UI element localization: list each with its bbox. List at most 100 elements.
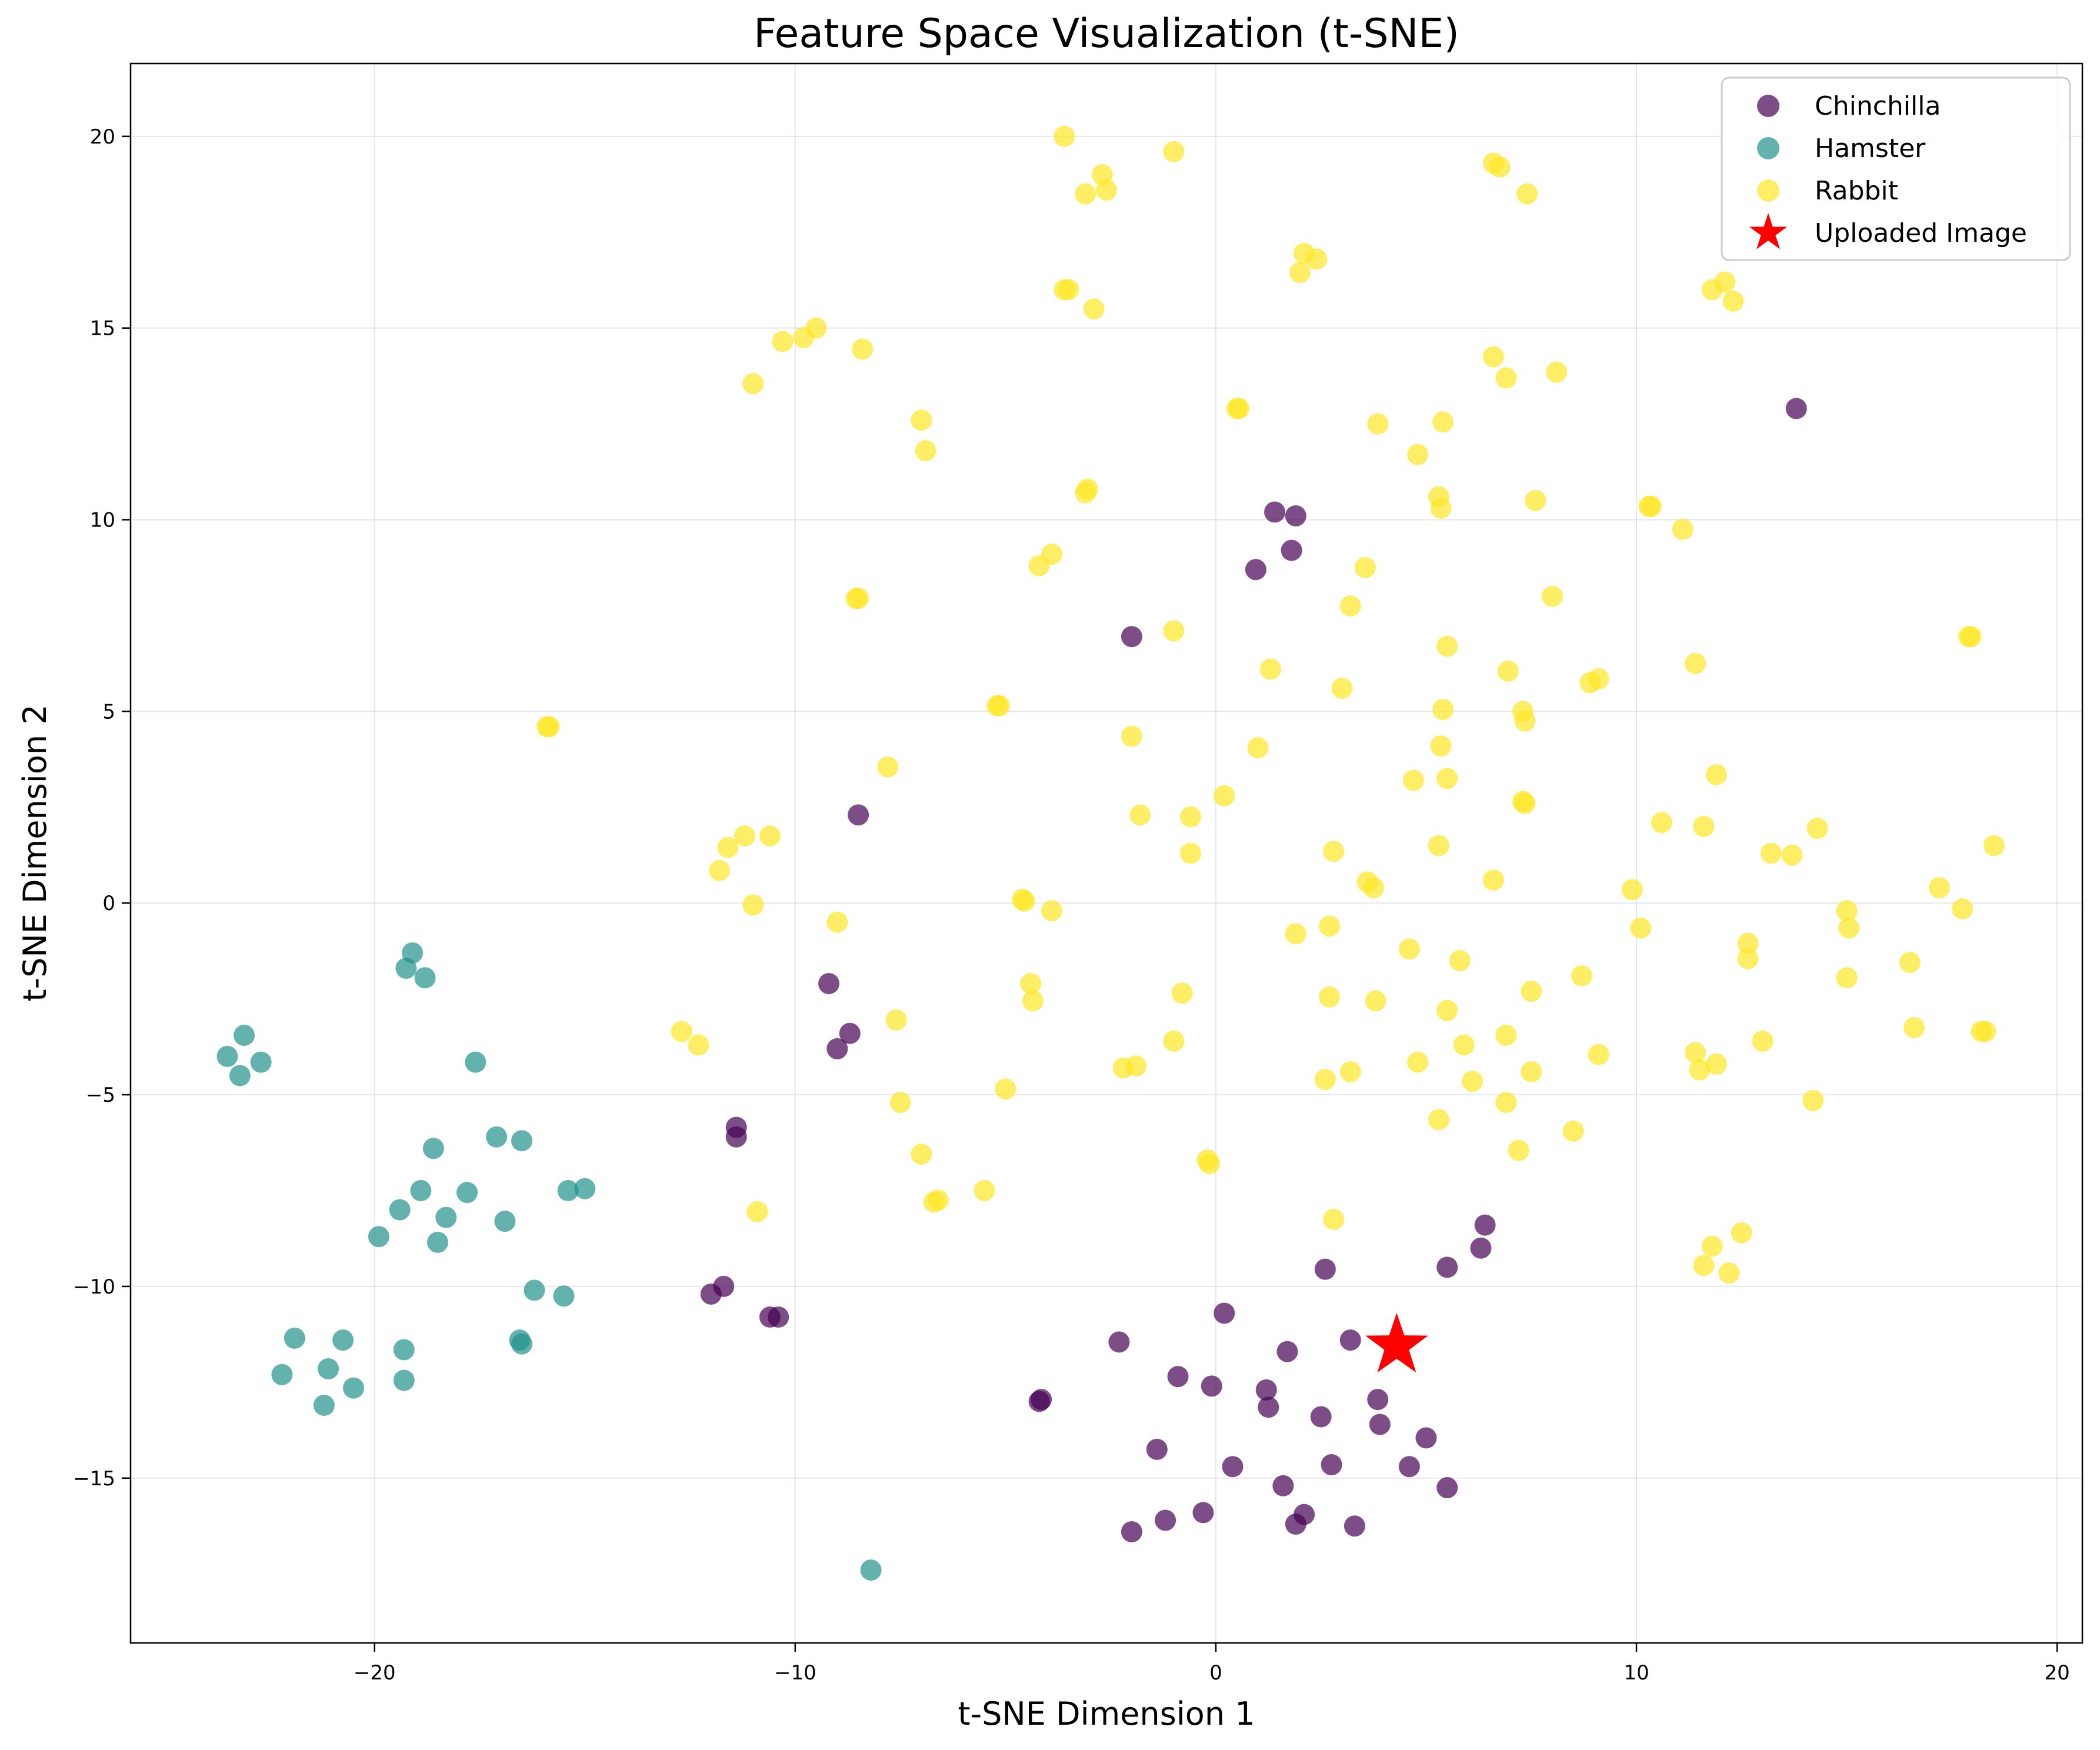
- data-point-rabbit: [915, 440, 936, 462]
- data-point-rabbit: [1365, 990, 1386, 1012]
- data-point-rabbit: [1588, 668, 1609, 689]
- data-point-rabbit: [1588, 1044, 1609, 1065]
- legend-label-hamster: Hamster: [1815, 134, 1926, 164]
- data-point-hamster: [465, 1051, 486, 1073]
- data-point-rabbit: [1516, 183, 1538, 205]
- data-point-rabbit: [1630, 917, 1652, 939]
- data-point-rabbit: [1714, 271, 1736, 293]
- data-point-rabbit: [1323, 1208, 1345, 1230]
- data-point-rabbit: [848, 588, 869, 609]
- data-point-rabbit: [1318, 915, 1340, 937]
- data-point-rabbit: [1495, 367, 1517, 389]
- y-tick-label: 5: [102, 700, 115, 724]
- data-point-rabbit: [1525, 489, 1546, 511]
- data-point-rabbit: [1541, 585, 1563, 607]
- data-point-rabbit: [742, 373, 764, 395]
- data-point-uploaded-image: [1365, 1312, 1428, 1373]
- data-point-rabbit: [1163, 620, 1185, 642]
- data-point-rabbit: [1354, 556, 1376, 578]
- data-point-hamster: [332, 1329, 354, 1351]
- data-point-chinchilla: [1344, 1515, 1365, 1537]
- data-point-rabbit: [911, 409, 932, 431]
- data-point-rabbit: [1083, 298, 1105, 320]
- data-point-rabbit: [1689, 1059, 1711, 1081]
- data-point-chinchilla: [1339, 1329, 1361, 1351]
- x-tick-label: −20: [354, 1661, 396, 1685]
- data-point-rabbit: [1899, 952, 1921, 974]
- data-point-chinchilla: [1245, 559, 1266, 581]
- data-point-rabbit: [1125, 1055, 1147, 1077]
- data-point-chinchilla: [839, 1022, 861, 1044]
- data-point-hamster: [860, 1559, 882, 1581]
- data-point-hamster: [368, 1226, 389, 1248]
- data-point-chinchilla: [1285, 1513, 1306, 1535]
- data-point-rabbit: [1096, 179, 1117, 201]
- data-point-hamster: [410, 1179, 432, 1201]
- data-point-rabbit: [746, 1201, 768, 1222]
- data-point-hamster: [216, 1045, 238, 1067]
- legend: Chinchilla Hamster Rabbit Uploaded Image: [1721, 76, 2071, 261]
- data-point-rabbit: [1449, 949, 1471, 971]
- data-point-rabbit: [1214, 785, 1235, 806]
- data-point-rabbit: [538, 716, 560, 738]
- data-point-hamster: [313, 1394, 335, 1416]
- data-point-rabbit: [1975, 1021, 1996, 1042]
- data-point-chinchilla: [1031, 1389, 1052, 1411]
- data-point-rabbit: [1562, 1120, 1584, 1142]
- data-point-rabbit: [1314, 1069, 1336, 1091]
- data-point-chinchilla: [1436, 1477, 1458, 1499]
- data-point-chinchilla: [1121, 626, 1142, 648]
- data-point-rabbit: [1430, 735, 1452, 757]
- data-point-hamster: [422, 1138, 444, 1159]
- data-point-rabbit: [1054, 125, 1075, 147]
- data-point-rabbit: [1482, 869, 1504, 891]
- data-point-rabbit: [1129, 804, 1151, 826]
- data-point-chinchilla: [1398, 1456, 1420, 1478]
- data-point-rabbit: [826, 911, 848, 933]
- data-point-hamster: [456, 1182, 478, 1204]
- x-tick-label: 20: [2044, 1661, 2069, 1685]
- legend-label-rabbit: Rabbit: [1815, 176, 1898, 206]
- data-point-hamster: [395, 958, 417, 979]
- data-point-rabbit: [1836, 900, 1858, 922]
- data-point-hamster: [342, 1377, 364, 1399]
- data-point-rabbit: [1363, 877, 1385, 899]
- data-point-rabbit: [1163, 141, 1185, 162]
- data-point-rabbit: [1521, 981, 1542, 1002]
- y-tick-label: −15: [73, 1467, 115, 1491]
- data-point-hamster: [511, 1333, 533, 1355]
- data-point-rabbit: [1199, 1153, 1221, 1175]
- data-point-rabbit: [1903, 1017, 1925, 1039]
- data-point-hamster: [427, 1231, 449, 1253]
- legend-marker-rabbit: [1757, 179, 1779, 202]
- data-point-chinchilla: [1415, 1427, 1437, 1449]
- y-tick-label: 10: [90, 509, 115, 532]
- axis-ticks: −20 −10 0 10 20 −15 −10 −5 0 5 10 15 20: [73, 125, 2069, 1685]
- data-point-hamster: [574, 1178, 596, 1199]
- data-point-rabbit: [1838, 917, 1860, 939]
- data-point-rabbit: [1731, 1222, 1752, 1244]
- data-point-rabbit: [1306, 248, 1328, 270]
- data-point-rabbit: [688, 1034, 709, 1056]
- data-point-rabbit: [759, 825, 781, 847]
- data-point-rabbit: [1436, 635, 1458, 657]
- data-point-rabbit: [1495, 1092, 1517, 1114]
- y-tick-label: 20: [90, 125, 115, 149]
- data-point-rabbit: [1398, 938, 1420, 960]
- data-point-rabbit: [1121, 725, 1142, 747]
- data-point-rabbit: [1521, 1061, 1542, 1082]
- data-point-rabbit: [1672, 518, 1694, 540]
- data-point-rabbit: [1403, 769, 1425, 791]
- data-point-hamster: [557, 1179, 579, 1201]
- x-axis-label: t-SNE Dimension 1: [958, 1695, 1255, 1732]
- data-point-rabbit: [1180, 806, 1202, 828]
- data-point-chinchilla: [1121, 1521, 1142, 1543]
- data-point-chinchilla: [1272, 1475, 1294, 1496]
- data-point-rabbit: [1432, 699, 1454, 721]
- data-point-rabbit: [1752, 1030, 1774, 1052]
- legend-marker-chinchilla: [1757, 95, 1779, 117]
- data-point-hamster: [389, 1199, 411, 1221]
- data-point-rabbit: [1331, 678, 1353, 699]
